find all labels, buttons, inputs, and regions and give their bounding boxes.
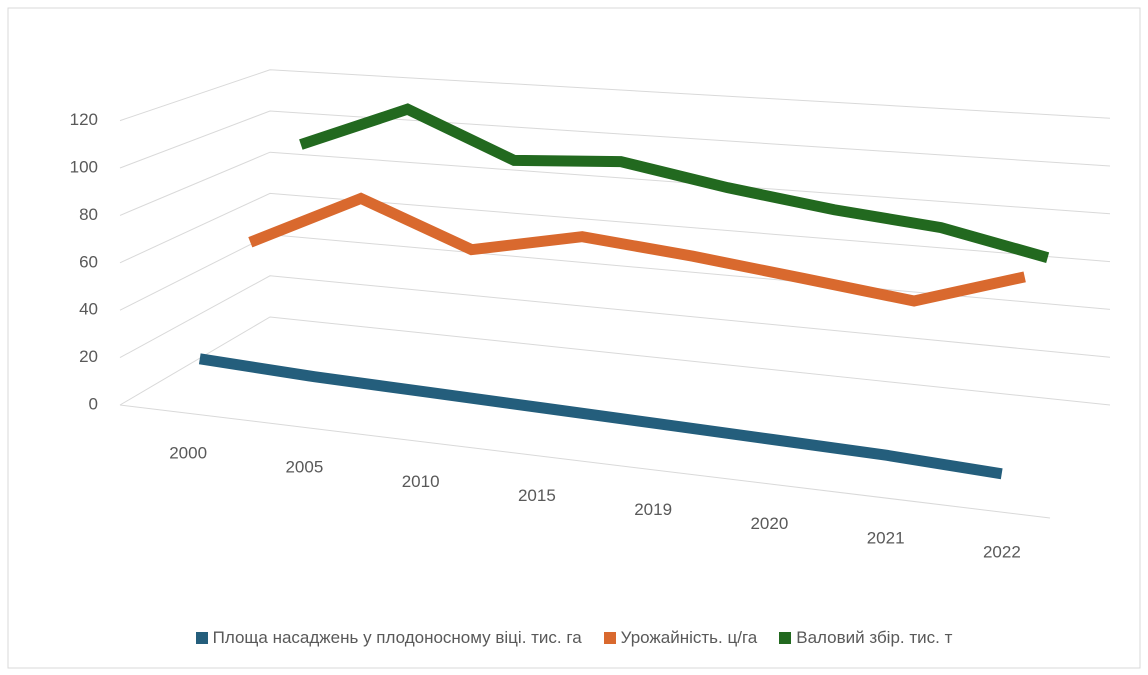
grid-line xyxy=(119,69,1111,122)
legend-swatch xyxy=(603,632,616,644)
grid-line xyxy=(119,316,1111,406)
x-tick-label: 2005 xyxy=(285,458,323,477)
x-tick-label: 2010 xyxy=(402,472,440,491)
legend-item: Урожайність. ц/га xyxy=(603,628,758,648)
legend-label: Площа насаджень у плодоносному віці. тис… xyxy=(212,628,582,647)
grid-line xyxy=(119,110,1111,169)
series-line xyxy=(198,353,1003,480)
x-tick-label: 2019 xyxy=(634,500,672,519)
y-tick-label: 40 xyxy=(79,300,98,319)
chart-border xyxy=(7,7,1141,669)
grid-line xyxy=(119,151,1111,216)
legend-label: Урожайність. ц/га xyxy=(620,628,758,647)
legend-label: Валовий збір. тис. т xyxy=(796,628,953,647)
y-tick-label: 20 xyxy=(79,347,98,366)
legend-item: Валовий збір. тис. т xyxy=(779,628,952,648)
floor-edge xyxy=(119,404,1051,519)
x-tick-label: 2021 xyxy=(867,528,905,547)
legend-swatch xyxy=(779,632,792,644)
legend: Площа насаджень у плодоносному віці. тис… xyxy=(0,628,1148,648)
y-tick-label: 60 xyxy=(79,252,98,271)
x-tick-label: 2015 xyxy=(518,486,556,505)
series-line xyxy=(248,192,1026,307)
series-line xyxy=(299,103,1050,263)
x-tick-label: 2000 xyxy=(169,444,207,463)
x-tick-label: 2020 xyxy=(750,514,788,533)
y-tick-label: 120 xyxy=(70,110,98,129)
grid-line xyxy=(119,192,1111,264)
y-tick-label: 80 xyxy=(79,205,98,224)
legend-swatch xyxy=(195,632,208,644)
x-tick-label: 2022 xyxy=(983,542,1021,561)
legend-item: Площа насаджень у плодоносному віці. тис… xyxy=(195,628,582,648)
y-tick-label: 0 xyxy=(89,394,98,413)
y-tick-label: 100 xyxy=(70,157,98,176)
grid-line xyxy=(119,275,1111,359)
